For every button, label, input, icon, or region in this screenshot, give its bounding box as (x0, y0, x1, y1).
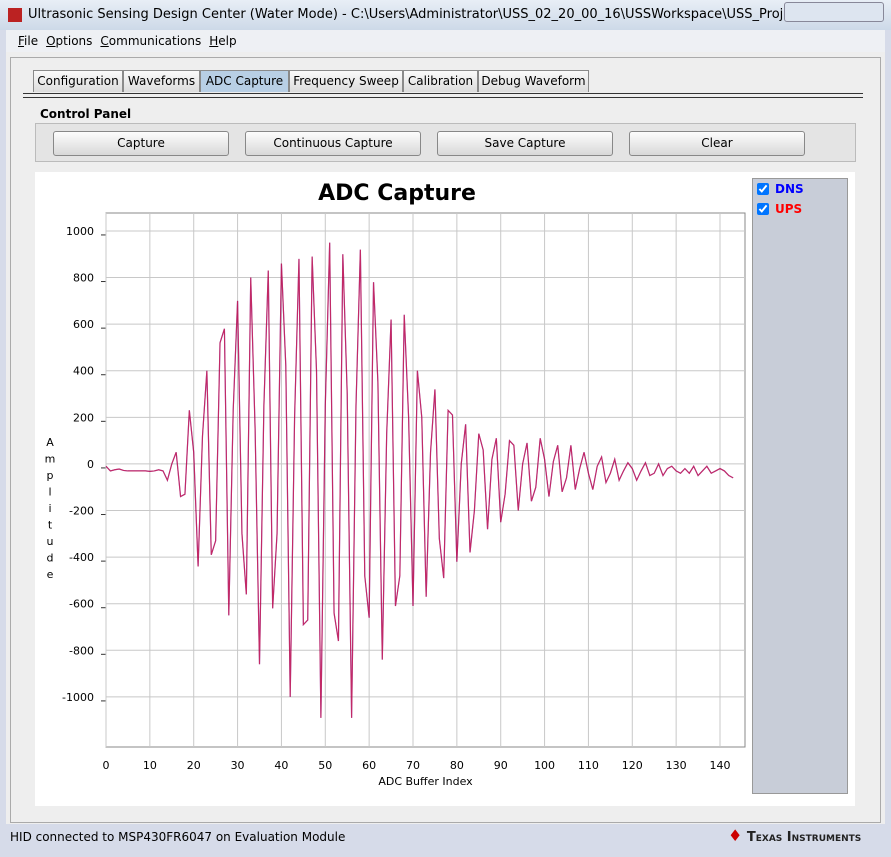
menu-bar: File Options Communications Help (6, 30, 885, 52)
x-tick-label: 80 (450, 759, 464, 772)
legend-checkbox[interactable] (757, 183, 769, 195)
x-tick-label: 100 (534, 759, 555, 772)
tab[interactable]: Configuration (33, 70, 123, 92)
button[interactable]: Capture (53, 131, 229, 156)
y-tick-label: 800 (73, 272, 94, 285)
legend-entry: DNS (757, 182, 804, 196)
button[interactable]: Continuous Capture (245, 131, 421, 156)
plot-area (105, 212, 746, 748)
button[interactable]: Clear (629, 131, 805, 156)
x-tick-label: 120 (622, 759, 643, 772)
tab-divider (23, 93, 863, 98)
menu-item[interactable]: Options (46, 34, 93, 48)
menu-item[interactable]: Help (209, 34, 237, 48)
x-tick-label: 110 (578, 759, 599, 772)
menu-item[interactable]: Communications (100, 34, 202, 48)
y-tick-label: 600 (73, 318, 94, 331)
y-tick-label: 200 (73, 411, 94, 424)
legend-entry: UPS (757, 202, 802, 216)
x-tick-label: 10 (143, 759, 157, 772)
y-tick-label: 400 (73, 365, 94, 378)
tab[interactable]: Frequency Sweep (289, 70, 403, 92)
y-tick-label: -600 (69, 598, 94, 611)
x-tick-label: 60 (362, 759, 376, 772)
y-tick-label: -1000 (62, 691, 94, 704)
x-tick-label: 50 (318, 759, 332, 772)
y-tick-label: -800 (69, 644, 94, 657)
y-tick-label: -200 (69, 505, 94, 518)
logo-text: Texas Instruments (746, 830, 862, 845)
x-tick-label: 70 (406, 759, 420, 772)
y-tick-label: 1000 (66, 225, 94, 238)
legend: DNS UPS (752, 178, 848, 794)
chart-title: ADC Capture (318, 181, 476, 206)
tab[interactable]: ADC Capture (200, 70, 289, 92)
legend-checkbox[interactable] (757, 203, 769, 215)
series-line (105, 242, 734, 718)
x-tick-label: 90 (494, 759, 508, 772)
app-icon (8, 8, 22, 22)
button[interactable]: Save Capture (437, 131, 613, 156)
window-controls[interactable] (784, 2, 884, 22)
logo-icon: ♦ (728, 826, 743, 845)
status-text: HID connected to MSP430FR6047 on Evaluat… (10, 830, 346, 844)
x-tick-label: 130 (666, 759, 687, 772)
panel-title: Control Panel (40, 107, 132, 121)
y-tick-label: 0 (87, 458, 94, 471)
legend-label: UPS (775, 202, 803, 216)
x-tick-label: 0 (103, 759, 110, 772)
chart-area: ADC Capture -1000 -800 -600 -400 -200 0 200 400 6… (35, 172, 855, 806)
logo: ♦ Texas Instruments (728, 826, 861, 845)
tab[interactable]: Debug Waveform (478, 70, 589, 92)
x-axis-label: ADC Buffer Index (378, 775, 473, 788)
x-tick-label: 20 (187, 759, 201, 772)
chart: ADC Capture-1000-800-600-400-20002004006… (45, 181, 746, 788)
x-tick-label: 40 (274, 759, 288, 772)
tab[interactable]: Calibration (403, 70, 478, 92)
menu-item[interactable]: File (18, 34, 39, 48)
title-bar: Ultrasonic Sensing Design Center (Water … (0, 0, 891, 30)
x-tick-label: 140 (710, 759, 731, 772)
tab[interactable]: Waveforms (123, 70, 200, 92)
x-tick-label: 30 (231, 759, 245, 772)
window-title: Ultrasonic Sensing Design Center (Water … (28, 7, 804, 22)
y-tick-label: -400 (69, 551, 94, 564)
legend-label: DNS (775, 182, 804, 196)
